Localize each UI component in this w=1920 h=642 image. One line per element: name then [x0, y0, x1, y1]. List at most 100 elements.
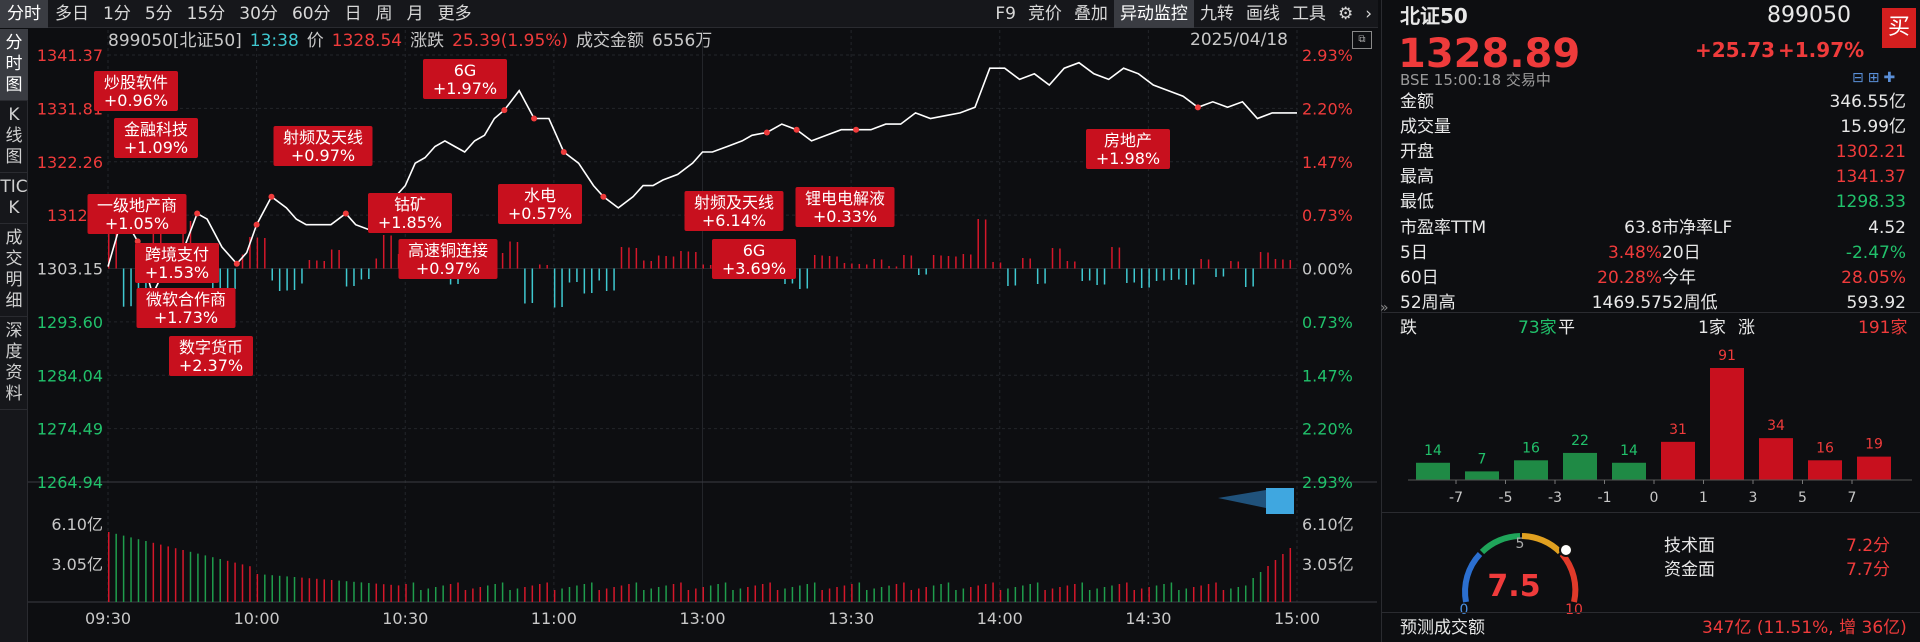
event-label[interactable]: 数字货币+2.37% [169, 336, 253, 376]
cursor-time: 13:38 [249, 31, 299, 51]
event-label[interactable]: 微软合作商+1.73% [136, 288, 236, 328]
momentum-bar [672, 256, 675, 269]
gear-icon[interactable]: ⚙ [1337, 4, 1354, 24]
panel-collapse-icon[interactable]: » [1380, 300, 1389, 316]
distribution-bar [1465, 471, 1499, 480]
volume-bar [464, 590, 467, 602]
volume-bar [1051, 588, 1054, 602]
volume-bar [145, 541, 147, 602]
event-label[interactable]: 房地产+1.98% [1086, 129, 1170, 169]
chevron-right-icon[interactable]: › [1365, 4, 1372, 24]
volume-bar [888, 585, 890, 602]
quote-label: 最低 [1400, 192, 1434, 212]
event-label[interactable]: 6G+1.97% [423, 59, 507, 99]
event-label[interactable]: 水电+0.57% [498, 184, 582, 224]
monitor-arrow-icon[interactable] [1218, 488, 1294, 514]
chart-settings-icon[interactable]: ⧉ [1352, 31, 1372, 49]
period-tab-5[interactable]: 30分 [239, 3, 278, 24]
period-tab-10[interactable]: 更多 [437, 3, 472, 24]
event-label[interactable]: 跨境支付+1.53% [135, 243, 219, 283]
period-tab-9[interactable]: 月 [406, 3, 424, 24]
volume-bar [278, 575, 281, 602]
period-tab-4[interactable]: 15分 [186, 3, 226, 24]
view-tab-1[interactable]: K线图 [0, 101, 28, 173]
event-label[interactable]: 炒股软件+0.96% [94, 71, 178, 111]
tool-button-0[interactable]: F9 [995, 4, 1016, 24]
volume-bar [501, 582, 504, 602]
event-label[interactable]: 6G+3.69% [712, 239, 796, 279]
momentum-bar [1274, 259, 1277, 269]
momentum-bar [851, 263, 853, 269]
volume-bar [665, 585, 667, 602]
tool-button-6[interactable]: 工具 [1291, 4, 1326, 24]
y-tick-left: 1284.04 [37, 366, 103, 385]
event-label[interactable]: 金融科技+1.09% [114, 118, 198, 158]
momentum-bar [1192, 268, 1195, 285]
x-tick: 14:00 [977, 609, 1023, 628]
tool-button-1[interactable]: 竞价 [1027, 4, 1062, 24]
view-tab-2[interactable]: TICK [0, 173, 28, 224]
volume-bar [479, 587, 482, 602]
distribution-tick: -3 [1548, 490, 1562, 506]
distribution-tick: -7 [1449, 490, 1463, 506]
volume-bar [1014, 587, 1017, 602]
info-line: 899050[北证50] 13:38 价 1328.54 涨跌 25.39(1.… [108, 30, 712, 52]
distribution-bar [1759, 438, 1793, 480]
period-tab-6[interactable]: 60分 [291, 3, 331, 24]
volume-bar [234, 562, 236, 602]
volume-bar [925, 587, 927, 602]
momentum-bar [1140, 268, 1143, 288]
distribution-bar [1514, 460, 1548, 480]
volume-bar [754, 585, 757, 602]
period-tab-2[interactable]: 1分 [103, 3, 131, 24]
tool-button-5[interactable]: 画线 [1245, 4, 1280, 24]
event-label[interactable]: 锂电电解液+0.33% [795, 187, 895, 227]
volume-bar [531, 585, 534, 602]
momentum-bar [375, 258, 378, 269]
event-name: 炒股软件 [104, 73, 168, 92]
y-tick-right: 2.20% [1302, 99, 1353, 118]
momentum-bar [910, 255, 913, 269]
quote-label: 开盘 [1400, 142, 1434, 162]
stat-l1: 52周高 [1400, 293, 1456, 313]
volume-bar [137, 539, 140, 602]
momentum-bar [888, 266, 890, 269]
quote-value: 15.99亿 [1840, 117, 1906, 137]
event-label[interactable]: 钴矿+1.85% [368, 193, 452, 233]
event-label[interactable]: 射频及天线+6.14% [684, 191, 784, 231]
period-tab-0[interactable]: 分时 [0, 0, 48, 28]
volume-bar [613, 587, 615, 602]
volume-bar [108, 532, 110, 602]
period-tab-3[interactable]: 5分 [144, 3, 173, 24]
momentum-bar [925, 268, 927, 275]
buy-button[interactable]: 买 [1882, 8, 1916, 48]
tool-button-3[interactable]: 异动监控 [1113, 0, 1194, 28]
momentum-bar [977, 219, 979, 269]
view-tab-3[interactable]: 成交明细 [0, 224, 28, 317]
view-tab-0[interactable]: 分时图 [0, 29, 28, 101]
event-label[interactable]: 射频及天线+0.97% [273, 126, 373, 166]
volume-bar [1096, 588, 1098, 602]
panel-window-icons[interactable]: ⊟⊞✚ [1852, 70, 1900, 86]
period-tab-8[interactable]: 周 [375, 3, 393, 24]
event-pct: +1.98% [1096, 149, 1160, 168]
tool-button-2[interactable]: 叠加 [1073, 4, 1108, 24]
momentum-bar [709, 265, 712, 269]
event-label[interactable]: 高速铜连接+0.97% [398, 239, 498, 279]
event-name: 锂电电解液 [805, 189, 885, 208]
period-tab-1[interactable]: 多日 [55, 3, 89, 24]
event-pct: +1.73% [154, 308, 218, 327]
tool-button-4[interactable]: 九转 [1199, 4, 1234, 24]
volume-bar [390, 584, 392, 602]
fund-score: 7.7分 [1846, 560, 1891, 580]
volume-bar [747, 587, 749, 602]
period-tab-7[interactable]: 日 [344, 3, 362, 24]
momentum-bar [1066, 261, 1069, 269]
view-tab-4[interactable]: 深度资料 [0, 317, 28, 410]
volume-bar [851, 584, 853, 602]
flat-count: 1家 [1698, 318, 1726, 338]
momentum-bar [1282, 259, 1284, 269]
event-label[interactable]: 一级地产商+1.05% [87, 194, 187, 234]
volume-bar [182, 550, 184, 602]
x-tick: 10:00 [234, 609, 280, 628]
